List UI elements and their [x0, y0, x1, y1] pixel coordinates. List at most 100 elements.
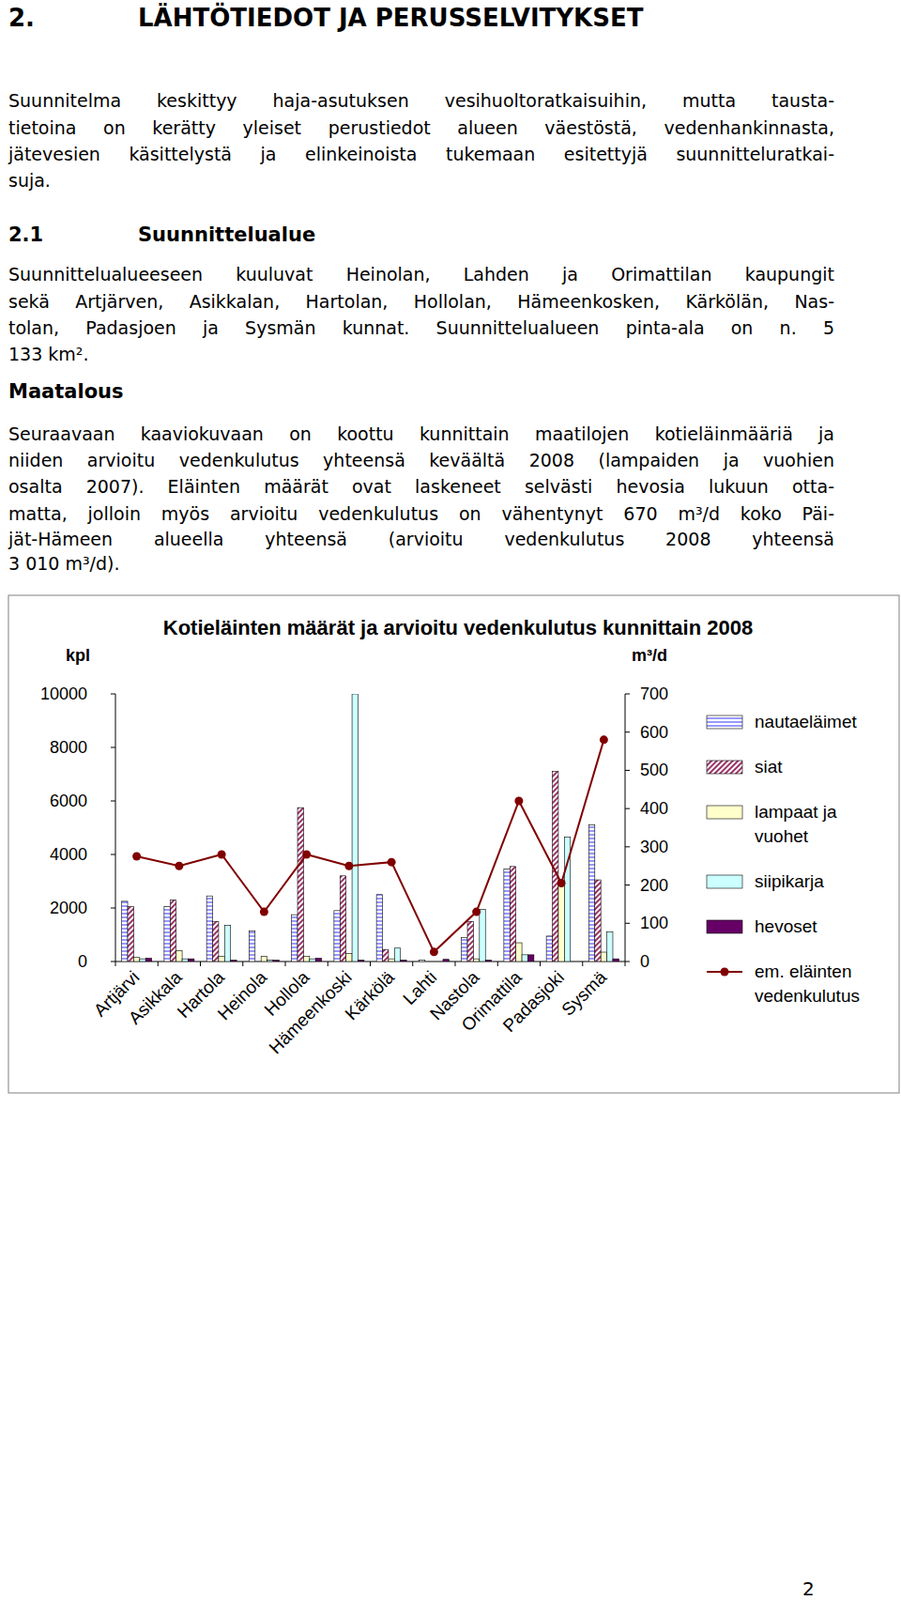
line — [137, 739, 605, 952]
bar — [267, 960, 274, 962]
x-tick-label: Padasjoki — [499, 966, 568, 1036]
y2-tick — [625, 922, 630, 924]
legend-swatch — [706, 874, 743, 888]
legend-label-line: em. eläinten — [754, 961, 853, 981]
line-marker — [174, 861, 184, 871]
bar — [303, 955, 309, 962]
y-tick — [110, 800, 116, 802]
bar — [315, 958, 321, 962]
legend-label: siat — [754, 756, 783, 777]
bar — [164, 906, 170, 962]
line-marker — [132, 852, 141, 861]
y2-tick-label: 300 — [640, 837, 669, 856]
bar — [297, 807, 304, 962]
bar — [437, 961, 443, 963]
line-marker — [599, 734, 609, 744]
bar — [558, 881, 565, 963]
line-marker — [302, 850, 311, 859]
x-tick — [115, 961, 117, 966]
y2-tick-label: 500 — [640, 760, 669, 779]
x-tick — [157, 961, 159, 966]
bar — [473, 958, 479, 962]
y-tick-label: 0 — [77, 951, 88, 971]
bar — [479, 908, 486, 962]
x-tick-label: Kärkölä — [341, 966, 399, 1024]
bar — [418, 960, 425, 962]
bar — [588, 824, 595, 962]
bar — [388, 958, 395, 962]
bar — [334, 910, 340, 962]
bar — [516, 942, 522, 962]
paragraph-line: matta, jolloin myös arvioitu vedenkulutu… — [8, 502, 835, 525]
paragraph-line: osalta 2007). Eläinten määrät ovat laske… — [8, 474, 835, 498]
chart-frame — [8, 595, 900, 1093]
legend-label-line: nautaeläimet — [754, 711, 858, 732]
bar — [182, 958, 188, 962]
x-tick — [369, 961, 371, 966]
bar — [570, 961, 577, 963]
section-title: Suunnittelualue — [137, 223, 316, 246]
legend-swatch — [706, 760, 743, 774]
bar — [255, 961, 261, 963]
bar — [607, 931, 613, 962]
x-tick — [581, 961, 583, 966]
x-tick — [199, 961, 201, 966]
bar — [351, 693, 358, 962]
paragraph-line: Suunnitelma keskittyy haja-asutuksen ves… — [8, 89, 835, 112]
bar — [139, 958, 146, 962]
x-tick — [539, 961, 541, 966]
x-tick-label: Sysmä — [557, 966, 611, 1020]
x-tick-label: Asikkala — [124, 966, 186, 1028]
y2-axis-label: m³/d — [631, 645, 668, 665]
paragraph-line: tolan, Padasjoen ja Sysmän kunnat. Suunn… — [8, 316, 835, 339]
paragraph-line: suja. — [8, 168, 835, 192]
x-tick — [327, 961, 329, 966]
line-marker — [514, 796, 523, 806]
bar — [442, 959, 449, 962]
heading-title: LÄHTÖTIEDOT JA PERUSSELVITYKSET — [137, 3, 643, 32]
legend-label-line: vuohet — [754, 825, 810, 846]
bar — [595, 879, 601, 962]
bar — [400, 960, 407, 962]
paragraph-line: jätevesien käsittelystä ja elinkeinoista… — [8, 142, 835, 166]
bar — [527, 954, 534, 962]
y-tick-label: 6000 — [49, 791, 88, 810]
y-tick — [110, 693, 116, 695]
bar — [127, 906, 134, 962]
y2-tick-label: 100 — [640, 913, 669, 932]
line-marker — [217, 850, 227, 859]
paragraph-line: Suunnittelualueeseen kuuluvat Heinolan, … — [8, 262, 835, 286]
chart-title: Kotieläinten määrät ja arvioitu vedenkul… — [163, 615, 753, 640]
paragraph-line: jät-Hämeen alueella yhteensä (arvioitu v… — [8, 527, 835, 550]
bar — [600, 951, 607, 962]
y-axis-label: kpl — [65, 645, 91, 665]
paragraph-line: 133 km². — [8, 342, 835, 366]
legend-swatch — [706, 919, 743, 933]
legend-label: lampaat javuohet — [754, 801, 838, 846]
paragraph-line: niiden arvioitu vedenkulutus yhteensä ke… — [8, 448, 835, 472]
bar — [273, 960, 279, 962]
line-marker — [344, 861, 353, 871]
bar — [357, 960, 364, 962]
line-marker — [429, 946, 439, 956]
y2-tick — [625, 808, 630, 810]
bar — [503, 869, 510, 962]
bar — [461, 936, 468, 962]
legend-label-line: hevoset — [754, 916, 818, 936]
legend-label-line: siat — [754, 756, 783, 777]
x-tick — [412, 961, 413, 966]
y2-axis-line — [625, 693, 627, 962]
legend-swatch — [706, 805, 743, 819]
bar — [133, 957, 139, 962]
bar — [509, 866, 516, 962]
bar — [546, 935, 552, 962]
paragraph-line: Seuraavaan kaaviokuvaan on koottu kunnit… — [8, 422, 835, 445]
y2-tick — [625, 884, 630, 886]
bar — [187, 958, 194, 962]
legend-label: em. eläintenvedenkulutus — [754, 961, 860, 1006]
bar — [346, 952, 352, 962]
bar — [309, 958, 316, 962]
page-number: 2 — [802, 1576, 815, 1600]
y2-tick — [625, 731, 630, 733]
y-tick-label: 10000 — [40, 684, 88, 703]
